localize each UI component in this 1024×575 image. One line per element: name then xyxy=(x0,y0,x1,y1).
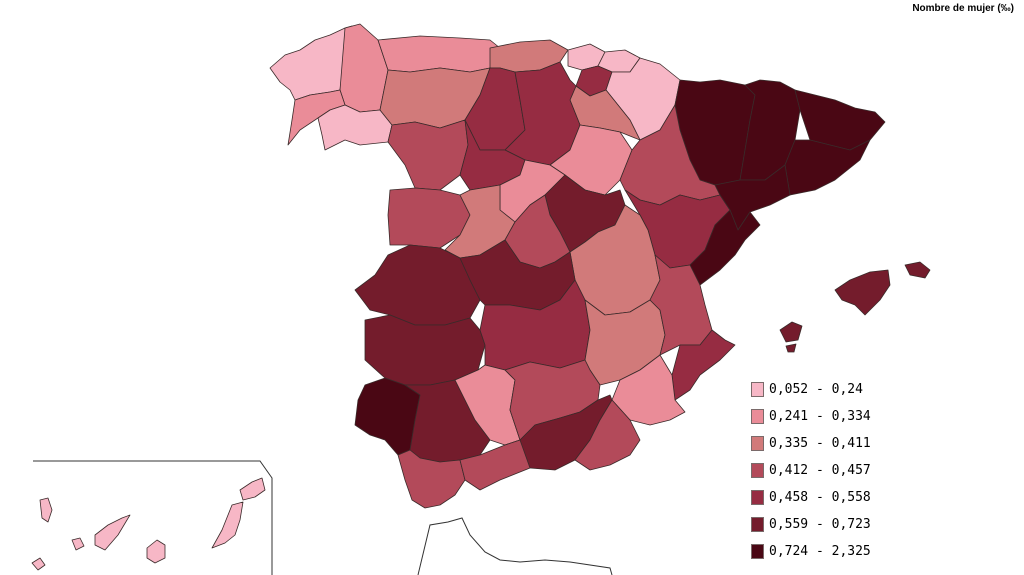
africa-coast-outline xyxy=(417,517,613,575)
legend-label: 0,458 - 0,558 xyxy=(769,490,871,505)
legend-swatch xyxy=(751,517,764,532)
region-canary-gomera[interactable] xyxy=(71,537,85,551)
region-almeria[interactable] xyxy=(574,399,641,471)
legend-item: 0,458 - 0,558 xyxy=(751,484,871,511)
legend-item: 0,241 - 0,334 xyxy=(751,403,871,430)
region-malaga[interactable] xyxy=(459,439,531,491)
region-canary-gran-canaria[interactable] xyxy=(146,539,166,564)
legend-swatch xyxy=(751,463,764,478)
region-canary-la-palma[interactable] xyxy=(39,497,53,523)
legend-swatch xyxy=(751,409,764,424)
region-huelva[interactable] xyxy=(354,377,421,456)
legend-item: 0,052 - 0,24 xyxy=(751,376,871,403)
region-canary-lanzarote[interactable] xyxy=(239,477,266,501)
legend-item: 0,559 - 0,723 xyxy=(751,511,871,538)
region-girona[interactable] xyxy=(794,89,886,151)
legend-label: 0,052 - 0,24 xyxy=(769,382,863,397)
region-lugo[interactable] xyxy=(339,23,389,113)
region-ibiza[interactable] xyxy=(779,321,803,343)
map-title: Nombre de mujer (‰) xyxy=(912,3,1014,14)
canary-inset-frame xyxy=(33,460,273,575)
legend-item: 0,412 - 0,457 xyxy=(751,457,871,484)
region-menorca[interactable] xyxy=(904,261,931,279)
legend-swatch xyxy=(751,544,764,559)
legend-swatch xyxy=(751,382,764,397)
region-cadiz[interactable] xyxy=(397,449,466,509)
legend: 0,052 - 0,24 0,241 - 0,334 0,335 - 0,411… xyxy=(751,376,871,565)
legend-swatch xyxy=(751,490,764,505)
region-zamora[interactable] xyxy=(387,119,469,191)
legend-item: 0,335 - 0,411 xyxy=(751,430,871,457)
legend-label: 0,559 - 0,723 xyxy=(769,517,871,532)
region-asturias[interactable] xyxy=(377,35,501,73)
legend-label: 0,412 - 0,457 xyxy=(769,463,871,478)
legend-item: 0,724 - 2,325 xyxy=(751,538,871,565)
legend-swatch xyxy=(751,436,764,451)
legend-label: 0,335 - 0,411 xyxy=(769,436,871,451)
region-canary-tenerife[interactable] xyxy=(94,514,131,551)
region-barcelona[interactable] xyxy=(784,139,871,196)
region-canary-fuerteventura[interactable] xyxy=(211,501,244,549)
legend-label: 0,241 - 0,334 xyxy=(769,409,871,424)
region-canary-hierro[interactable] xyxy=(31,557,46,571)
legend-label: 0,724 - 2,325 xyxy=(769,544,871,559)
region-mallorca[interactable] xyxy=(834,269,891,316)
region-formentera[interactable] xyxy=(785,343,797,353)
